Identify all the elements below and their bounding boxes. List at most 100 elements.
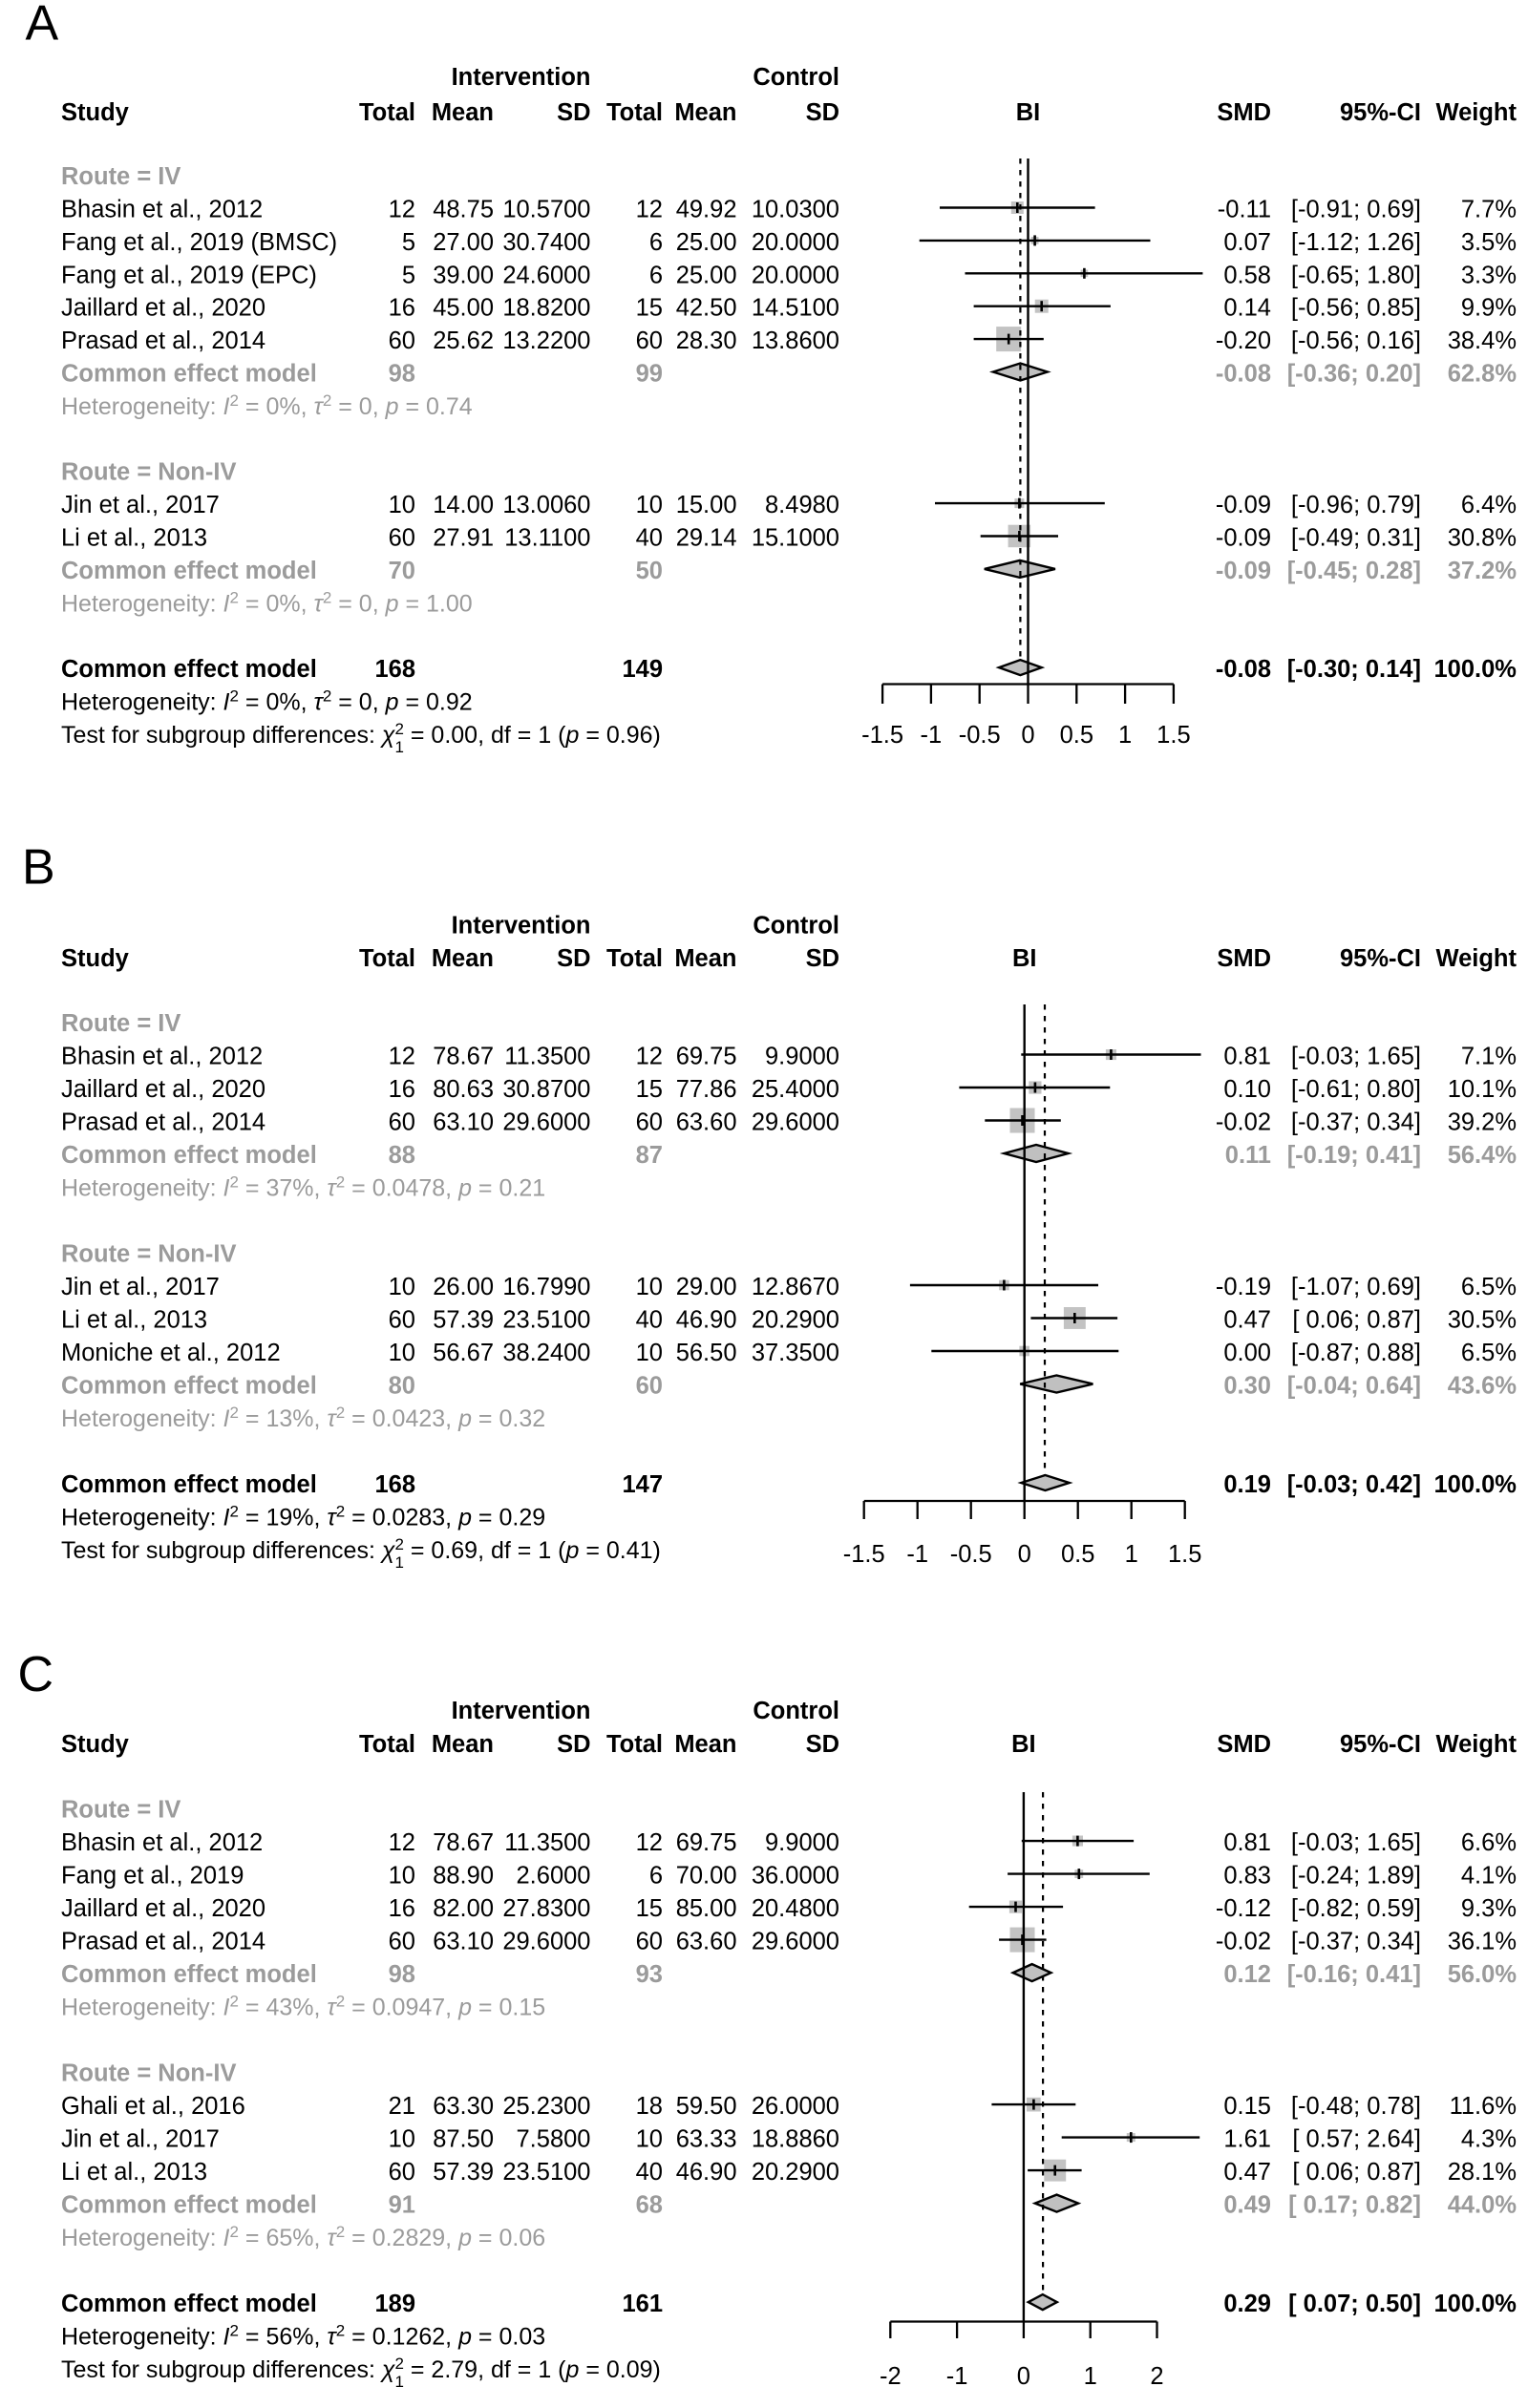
svg-text:11.3500: 11.3500 xyxy=(504,1829,590,1856)
svg-text:15.1000: 15.1000 xyxy=(752,525,839,552)
svg-text:[ 0.06; 0.87]: [ 0.06; 0.87] xyxy=(1292,2159,1421,2186)
svg-text:4.1%: 4.1% xyxy=(1461,1863,1517,1890)
svg-text:0.00: 0.00 xyxy=(1223,1340,1271,1366)
svg-text:0.29: 0.29 xyxy=(1223,2291,1271,2317)
svg-text:0.47: 0.47 xyxy=(1223,1307,1271,1334)
svg-text:Heterogeneity: I2 = 56%, τ2 =: Heterogeneity: I2 = 56%, τ2 = 0.1262, p … xyxy=(61,2322,545,2351)
svg-text:[-0.61; 0.80]: [-0.61; 0.80] xyxy=(1291,1076,1421,1103)
svg-text:Prasad et al., 2014: Prasad et al., 2014 xyxy=(61,1109,265,1136)
svg-text:0.14: 0.14 xyxy=(1223,295,1271,322)
svg-text:10: 10 xyxy=(389,1340,415,1366)
svg-text:[-0.65; 1.80]: [-0.65; 1.80] xyxy=(1291,262,1421,288)
svg-text:[-0.49; 0.31]: [-0.49; 0.31] xyxy=(1291,525,1421,552)
svg-text:29.14: 29.14 xyxy=(676,525,737,552)
svg-text:9.3%: 9.3% xyxy=(1461,1895,1517,1922)
svg-text:28.30: 28.30 xyxy=(676,327,737,354)
svg-text:98: 98 xyxy=(389,1961,415,1988)
svg-text:[-0.37; 0.34]: [-0.37; 0.34] xyxy=(1291,1929,1421,1955)
svg-text:Route = Non-IV: Route = Non-IV xyxy=(61,2060,236,2087)
svg-text:95%-CI: 95%-CI xyxy=(1340,99,1421,126)
svg-text:12: 12 xyxy=(389,1829,415,1856)
svg-text:SMD: SMD xyxy=(1217,945,1271,972)
svg-text:Jaillard et al., 2020: Jaillard et al., 2020 xyxy=(61,1076,265,1103)
svg-text:12: 12 xyxy=(389,197,415,223)
svg-text:Common effect model: Common effect model xyxy=(61,361,317,388)
svg-text:60: 60 xyxy=(636,1373,663,1400)
svg-text:[-0.19; 0.41]: [-0.19; 0.41] xyxy=(1287,1142,1421,1169)
svg-text:Mean: Mean xyxy=(432,945,494,972)
svg-text:Prasad et al., 2014: Prasad et al., 2014 xyxy=(61,1929,265,1955)
svg-text:149: 149 xyxy=(622,656,663,683)
svg-text:Bhasin et al., 2012: Bhasin et al., 2012 xyxy=(61,1829,263,1856)
svg-text:69.75: 69.75 xyxy=(676,1044,737,1070)
svg-text:44.0%: 44.0% xyxy=(1448,2192,1517,2219)
svg-text:Prasad et al., 2014: Prasad et al., 2014 xyxy=(61,327,265,354)
svg-text:0.81: 0.81 xyxy=(1223,1044,1271,1070)
svg-text:88: 88 xyxy=(389,1142,415,1169)
svg-text:63.30: 63.30 xyxy=(433,2093,494,2120)
svg-text:0.10: 0.10 xyxy=(1223,1076,1271,1103)
svg-text:80: 80 xyxy=(389,1373,415,1400)
svg-text:0: 0 xyxy=(1021,722,1034,749)
svg-text:[-0.03; 1.65]: [-0.03; 1.65] xyxy=(1291,1829,1421,1856)
svg-text:Common effect model: Common effect model xyxy=(61,1961,317,1988)
svg-text:4.3%: 4.3% xyxy=(1461,2126,1517,2153)
svg-text:147: 147 xyxy=(622,1471,663,1498)
svg-text:Heterogeneity: I2 = 0%, τ2 = 0: Heterogeneity: I2 = 0%, τ2 = 0, p = 0.92 xyxy=(61,687,473,716)
svg-text:78.67: 78.67 xyxy=(433,1829,494,1856)
svg-text:95%-CI: 95%-CI xyxy=(1340,1731,1421,1758)
svg-text:5: 5 xyxy=(402,229,415,256)
svg-text:10: 10 xyxy=(389,2126,415,2153)
svg-text:Total: Total xyxy=(606,99,663,126)
svg-text:0.5: 0.5 xyxy=(1060,722,1093,749)
svg-text:Route = IV: Route = IV xyxy=(61,1797,180,1824)
svg-text:36.0000: 36.0000 xyxy=(752,1863,839,1890)
svg-text:BI: BI xyxy=(1011,1731,1036,1758)
svg-text:30.8700: 30.8700 xyxy=(502,1076,590,1103)
svg-text:3.5%: 3.5% xyxy=(1461,229,1517,256)
svg-text:-0.09: -0.09 xyxy=(1216,558,1271,584)
svg-text:95%-CI: 95%-CI xyxy=(1340,945,1421,972)
svg-text:Jin et al., 2017: Jin et al., 2017 xyxy=(61,492,220,518)
svg-text:15.00: 15.00 xyxy=(676,492,737,518)
svg-text:Weight: Weight xyxy=(1435,1731,1517,1758)
svg-text:60: 60 xyxy=(636,327,663,354)
svg-text:Weight: Weight xyxy=(1435,945,1517,972)
svg-text:60: 60 xyxy=(389,1109,415,1136)
svg-text:20.4800: 20.4800 xyxy=(752,1895,839,1922)
svg-text:0.30: 0.30 xyxy=(1223,1373,1271,1400)
svg-text:1: 1 xyxy=(1084,2363,1097,2390)
svg-text:1.5: 1.5 xyxy=(1168,1541,1201,1568)
svg-text:70.00: 70.00 xyxy=(676,1863,737,1890)
svg-text:40: 40 xyxy=(636,525,663,552)
svg-text:-0.11: -0.11 xyxy=(1218,197,1271,223)
svg-text:Jin et al., 2017: Jin et al., 2017 xyxy=(61,2126,220,2153)
svg-text:27.8300: 27.8300 xyxy=(502,1895,590,1922)
svg-text:[ 0.17; 0.82]: [ 0.17; 0.82] xyxy=(1288,2192,1421,2219)
svg-text:-0.08: -0.08 xyxy=(1216,656,1271,683)
svg-text:0.07: 0.07 xyxy=(1223,229,1271,256)
svg-text:0: 0 xyxy=(1018,1541,1031,1568)
svg-text:20.0000: 20.0000 xyxy=(752,262,839,288)
svg-text:Heterogeneity: I2 = 0%, τ2 = 0: Heterogeneity: I2 = 0%, τ2 = 0, p = 0.74 xyxy=(61,391,473,420)
svg-text:SD: SD xyxy=(557,99,590,126)
svg-text:Jin et al., 2017: Jin et al., 2017 xyxy=(61,1274,220,1300)
svg-text:13.2200: 13.2200 xyxy=(502,327,590,354)
svg-text:7.7%: 7.7% xyxy=(1461,197,1517,223)
svg-text:B: B xyxy=(22,840,55,896)
svg-text:0.47: 0.47 xyxy=(1223,2159,1271,2186)
svg-text:78.67: 78.67 xyxy=(433,1044,494,1070)
svg-text:Bhasin et al., 2012: Bhasin et al., 2012 xyxy=(61,1044,263,1070)
svg-text:21: 21 xyxy=(389,2093,415,2120)
svg-text:16: 16 xyxy=(389,1895,415,1922)
svg-text:SMD: SMD xyxy=(1217,1731,1271,1758)
svg-text:24.6000: 24.6000 xyxy=(502,262,590,288)
svg-text:[-0.91; 0.69]: [-0.91; 0.69] xyxy=(1291,197,1421,223)
svg-text:56.50: 56.50 xyxy=(676,1340,737,1366)
svg-text:63.10: 63.10 xyxy=(433,1929,494,1955)
svg-text:26.0000: 26.0000 xyxy=(752,2093,839,2120)
svg-text:Heterogeneity: I2 = 43%, τ2 =: Heterogeneity: I2 = 43%, τ2 = 0.0947, p … xyxy=(61,1993,545,2021)
svg-text:46.90: 46.90 xyxy=(676,2159,737,2186)
svg-text:11.3500: 11.3500 xyxy=(504,1044,590,1070)
svg-text:Total: Total xyxy=(606,945,663,972)
